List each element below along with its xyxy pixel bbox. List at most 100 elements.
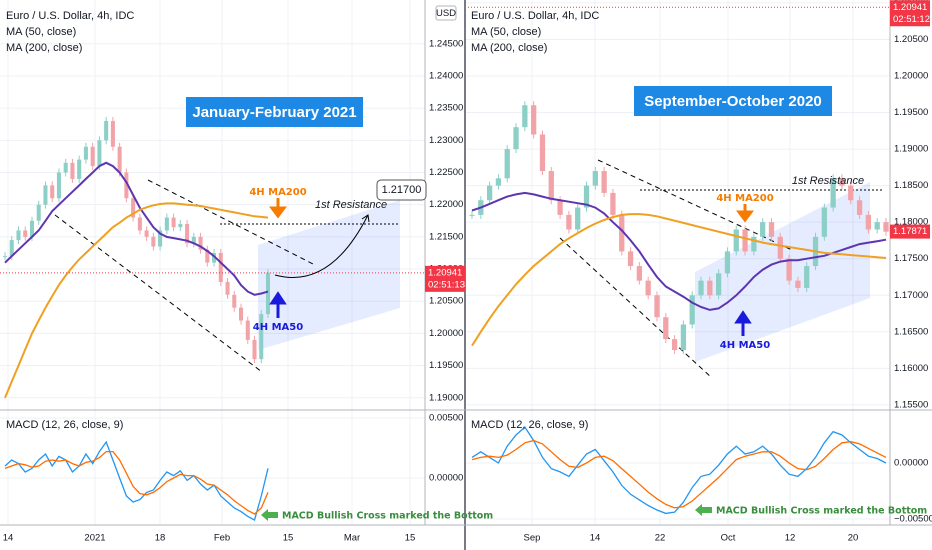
banner [634,86,832,116]
candle [698,280,704,296]
candle [151,236,156,247]
candle [531,105,537,135]
chart-title: Euro / U.S. Dollar, 4h, IDC [471,10,599,22]
y-tick-label: 1.20500 [894,34,928,45]
y-tick-label: 1.20000 [894,71,928,82]
macd-title: MACD (12, 26, close, 9) [6,419,123,431]
candle [504,149,510,179]
trend-line [54,214,263,373]
candle [654,295,660,318]
y-tick-label: 1.18500 [894,180,928,191]
candle [592,171,598,186]
candle [225,281,230,295]
candle [751,236,757,252]
candle [265,272,271,315]
moving-average [471,213,887,347]
candle [97,140,102,167]
candle [839,178,845,186]
y-tick-label: 1.17500 [894,253,928,264]
y-tick-label: 1.24500 [429,38,463,49]
x-tick-label: 12 [785,533,796,544]
x-tick-label: 22 [655,533,666,544]
candle [619,214,625,252]
candle [575,207,581,230]
target-label: 1.21700 [382,184,422,196]
candle [777,236,783,259]
candle [680,324,687,351]
annotation: MACD Bullish Cross marked the Bottom [282,511,493,522]
candle [548,171,554,201]
y-tick-label: 1.18000 [894,217,928,228]
candle [259,314,264,360]
candle [645,280,651,296]
candle [50,185,55,199]
candle [43,185,48,205]
candle [70,162,75,179]
labels-layer: 1.190001.195001.200001.205001.210001.215… [3,0,932,544]
y-tick-label: 1.16500 [894,326,928,337]
candle [742,229,748,252]
legend-entry: MA (50, close) [6,26,76,38]
candle [83,146,88,160]
y-tick-label: −0.00500 [894,513,932,524]
price-label-bg [890,0,930,27]
annotation: 1st Resistance [315,199,387,211]
banner [186,97,363,127]
banner-text: January-February 2021 [192,104,356,121]
candle [663,317,669,340]
y-tick-label: 1.23000 [429,135,463,146]
candle [495,178,502,186]
candle [671,339,678,351]
legend-entry: MA (50, close) [471,26,541,38]
candle [185,223,190,244]
candle [137,217,142,231]
arrow [736,204,754,223]
price-label: 1.17871 [893,226,927,237]
y-tick-label: 1.17000 [894,290,928,301]
candle [23,230,28,237]
candle [158,230,163,247]
candle [610,192,616,215]
candle [883,222,889,232]
candle [198,236,203,250]
arrow [269,198,287,219]
moving-average [4,202,269,399]
candle [16,230,21,241]
chart-title: Euro / U.S. Dollar, 4h, IDC [6,10,134,22]
annotation: 4H MA50 [720,340,770,351]
candle [171,217,176,228]
candle [557,200,563,215]
annotation: 4H MA50 [253,322,303,333]
trend-line [559,237,713,379]
candle [522,105,528,128]
y-tick-label: 0.00500 [429,413,463,424]
candle [601,171,607,193]
y-tick-label: 1.20500 [429,296,463,307]
candle [848,185,854,201]
candle [77,159,82,179]
candle [239,307,244,321]
candle [117,146,122,173]
y-tick-label: 1.20000 [429,328,463,339]
moving-average [4,161,269,296]
y-tick-label: 0.00000 [894,457,928,468]
candle [583,185,590,208]
arrow [695,504,712,516]
arrow-head [361,214,370,223]
candle [245,320,250,340]
candle [874,222,880,230]
candle [636,266,643,281]
annotation: 4H MA200 [716,193,773,204]
y-tick-label: 1.19500 [894,107,928,118]
candle [689,295,695,325]
y-tick-label: 1.21500 [429,231,463,242]
y-tick-label: 0.00000 [429,473,463,484]
legend-entry: MA (200, close) [471,42,547,54]
x-tick-label: 2021 [84,533,105,544]
price-label: 1.20941 [428,267,462,278]
candle [566,214,572,230]
macd-title: MACD (12, 26, close, 9) [471,419,588,431]
candle [90,146,95,167]
candle [724,251,731,274]
candle [786,258,792,281]
